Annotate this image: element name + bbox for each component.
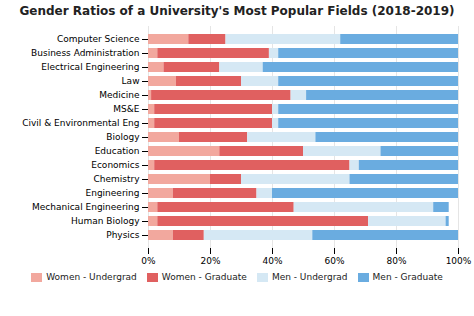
html-text:Men - Undergrad: Men - Undergrad (271, 272, 348, 282)
svg-text:Physics: Physics (106, 230, 140, 240)
svg-text:Law: Law (122, 76, 140, 86)
svg-text:100%: 100% (446, 256, 472, 266)
svg-text:20%: 20% (200, 256, 220, 266)
svg-text:Electrical Engineering: Electrical Engineering (41, 62, 139, 72)
svg-text:80%: 80% (386, 256, 406, 266)
svg-text:Engineering: Engineering (86, 188, 140, 198)
html-text:Gender Ratios of a University': Gender Ratios of a University's Most Pop… (19, 4, 455, 18)
svg-text:Education: Education (95, 146, 140, 156)
svg-text:Chemistry: Chemistry (93, 174, 140, 184)
svg-text:Business Administration: Business Administration (31, 48, 139, 58)
svg-text:Mechanical Engineering: Mechanical Engineering (32, 202, 140, 212)
svg-text:0%: 0% (141, 256, 156, 266)
svg-text:Biology: Biology (106, 132, 140, 142)
svg-text:Human Biology: Human Biology (71, 216, 140, 226)
svg-text:Computer Science: Computer Science (57, 34, 140, 44)
html-text:Women - Undergrad: Women - Undergrad (46, 272, 137, 282)
svg-text:60%: 60% (324, 256, 344, 266)
svg-text:MS&E: MS&E (113, 104, 139, 114)
svg-text:Medicine: Medicine (99, 90, 140, 100)
svg-text:Economics: Economics (91, 160, 140, 170)
html-text:Women - Graduate: Women - Graduate (161, 272, 247, 282)
html-text:Men - Graduate: Men - Graduate (372, 272, 443, 282)
svg-text:40%: 40% (262, 256, 282, 266)
svg-text:Civil & Environmental Eng: Civil & Environmental Eng (22, 118, 139, 128)
